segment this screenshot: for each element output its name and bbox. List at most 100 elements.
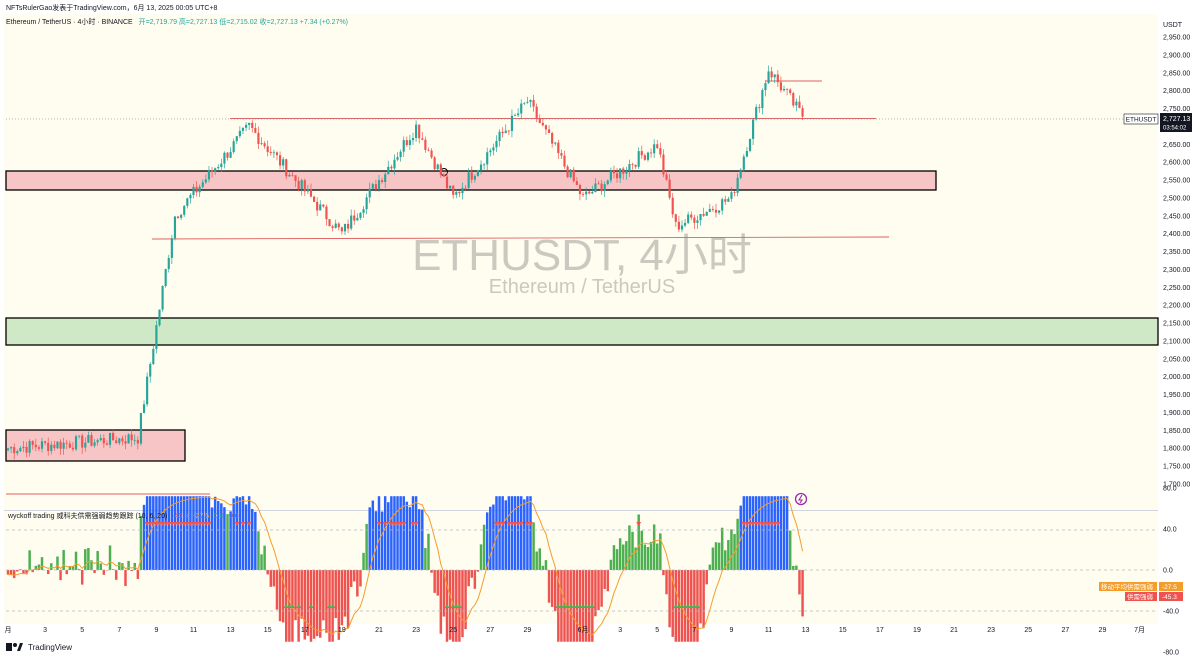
histogram-bar [643, 544, 647, 570]
histogram-bar [408, 507, 412, 570]
histogram-bar [111, 569, 115, 570]
histogram-bar [37, 564, 41, 570]
last-price: 2,727.13 [1163, 116, 1190, 123]
histogram-bar [535, 551, 538, 570]
histogram-bar [306, 570, 310, 636]
histogram-bar [519, 496, 523, 570]
histogram-bar [424, 548, 427, 570]
price-tick-label: 2,600.00 [1163, 160, 1190, 167]
candle-body [105, 443, 109, 445]
candle-body [523, 102, 526, 104]
time-tick-label: 19 [913, 627, 921, 634]
time-axis[interactable]: 月 3 5 7 9 11 13 15 17 19 21 23 25 27 29 6月 3 5 7 9 11 13 15 17 1… [5, 626, 1146, 634]
symbol-line[interactable]: Ethereum / TetherUS · 4小时 · BINANCE 开=2,… [6, 17, 348, 27]
histogram-bar [770, 496, 773, 570]
candles [6, 65, 804, 460]
histogram-bar [801, 570, 804, 617]
demand-zone[interactable] [5, 317, 1159, 346]
histogram-bar [606, 570, 610, 592]
candle-body [489, 150, 492, 153]
candle-body [167, 257, 170, 270]
supply-zone[interactable] [5, 170, 937, 191]
candle-body [541, 122, 544, 126]
candle-body [278, 155, 282, 166]
histogram-bar [751, 496, 755, 570]
candle-body [779, 82, 782, 91]
histogram-bar [161, 496, 164, 570]
histogram-bar [226, 514, 229, 570]
time-tick-label: 3 [618, 627, 622, 634]
candle-body [130, 434, 133, 441]
candle-body [254, 127, 257, 133]
histogram-bar [618, 538, 622, 570]
histogram-bar [59, 570, 62, 581]
sell-signal-marker [636, 522, 642, 526]
histogram-bar [492, 504, 495, 570]
sd-value-tag [1159, 592, 1183, 601]
candle-body [554, 142, 557, 144]
candle-body [680, 225, 684, 230]
histogram-bar [74, 551, 78, 570]
histogram-bar [186, 496, 189, 570]
lightning-icon[interactable] [794, 492, 808, 506]
histogram-bar [6, 570, 10, 575]
candle-body [507, 130, 510, 132]
candle-body [377, 180, 381, 190]
time-tick-label: 11 [190, 627, 197, 634]
histogram-bar [263, 545, 266, 570]
candle-body [702, 214, 705, 216]
price-tick-label: 2,900.00 [1163, 52, 1190, 59]
price-tick-label: 1,950.00 [1163, 392, 1190, 399]
candle-body [195, 186, 198, 193]
ma-value-tag [1159, 582, 1183, 591]
footer-brand[interactable]: TradingView [28, 643, 72, 652]
histogram-bar [622, 544, 625, 570]
symbol-description[interactable]: Ethereum / TetherUS · 4小时 · BINANCE [6, 19, 133, 26]
candle-body [62, 442, 65, 449]
candle-body [770, 71, 773, 78]
histogram-bar [547, 570, 551, 603]
candle-body [337, 223, 340, 228]
histogram-bar [504, 500, 507, 570]
candle-body [591, 192, 594, 194]
candle-body [668, 179, 671, 198]
sd-label-tag [1125, 592, 1157, 601]
histogram-bar [544, 560, 548, 570]
candle-body [232, 141, 235, 153]
histogram-bar [130, 570, 133, 572]
candle-body [498, 131, 501, 142]
candle-body [535, 106, 538, 119]
indicator-legend[interactable]: wyckoff trading 威科夫供需强弱趋势跟踪 (10, 6, 20) … [8, 511, 239, 521]
candle-body [300, 180, 303, 190]
histogram-bar [479, 544, 483, 570]
histogram-bar [600, 570, 603, 607]
indicator-legend-title[interactable]: wyckoff trading 威科夫供需强弱趋势跟踪 (10, 6, 20) [8, 513, 168, 520]
candle-body [634, 164, 637, 167]
candle-body [226, 152, 229, 158]
histogram-bar [615, 549, 619, 570]
buy-signal-marker [289, 604, 295, 608]
candle-body [328, 219, 331, 227]
candle-body [198, 186, 201, 193]
sell-signal-marker [234, 522, 240, 526]
histogram-bar [155, 496, 158, 570]
histogram-bar [71, 566, 75, 570]
time-tick-label: 5 [655, 627, 659, 634]
price-axis[interactable]: 1,700.00 1,750.00 1,800.00 1,850.00 1,900.00… [1163, 35, 1190, 489]
histogram-bar [84, 549, 87, 570]
histogram-bar [65, 570, 68, 575]
price-tick-label: 2,450.00 [1163, 213, 1190, 220]
candle-body [158, 309, 161, 326]
candle-body [566, 166, 569, 178]
histogram-bar [340, 570, 344, 626]
sell-signal-marker [206, 522, 212, 526]
candle-body [470, 172, 473, 180]
time-tick-label: 21 [375, 627, 383, 634]
histogram-bar [393, 496, 396, 570]
candle-body [455, 191, 458, 195]
support-level[interactable] [151, 236, 890, 240]
histogram-bar [485, 512, 489, 570]
histogram-bar [182, 496, 186, 570]
indicator-axis[interactable]: 80.0 40.0 0.0 -40.0 -80.0 [1163, 486, 1179, 657]
